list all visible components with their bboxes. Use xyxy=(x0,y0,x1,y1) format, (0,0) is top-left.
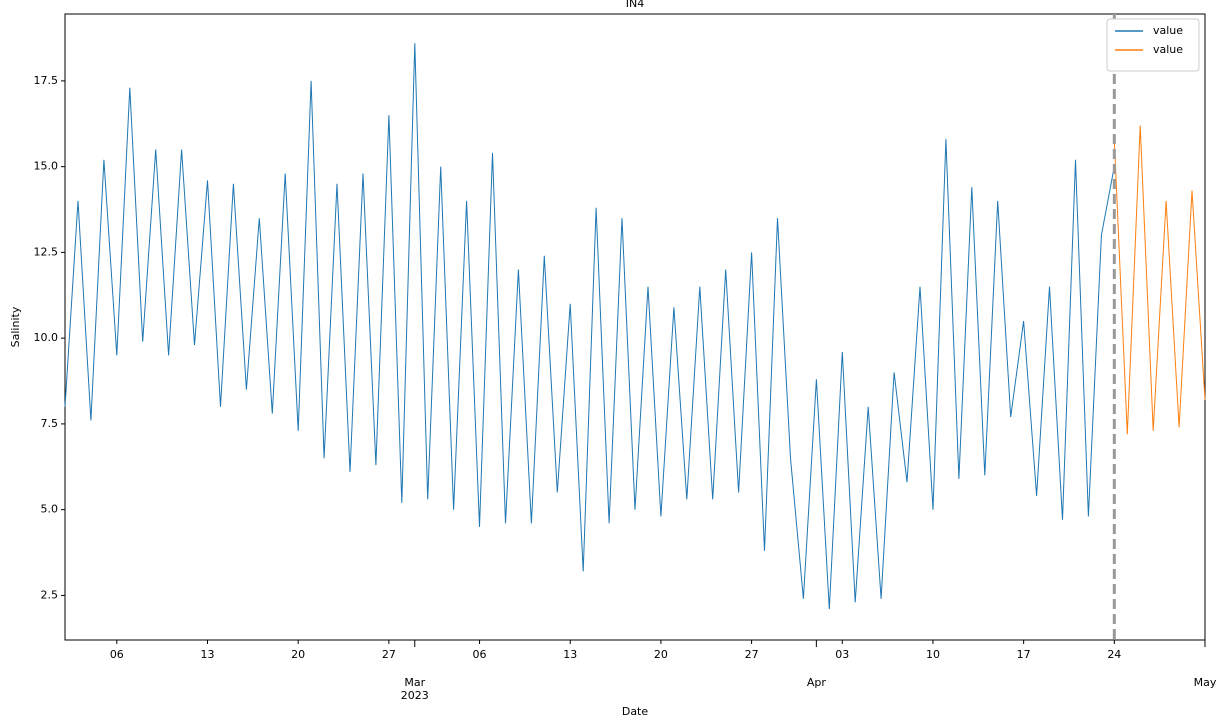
x-tick-label: 17 xyxy=(1017,648,1031,661)
x-tick-label: 27 xyxy=(382,648,396,661)
legend-label: value xyxy=(1153,43,1183,56)
x-month-label: Apr xyxy=(807,676,827,689)
y-axis-label: Salinity xyxy=(9,306,22,347)
x-tick-label: 06 xyxy=(110,648,124,661)
x-month-label: Mar xyxy=(404,676,425,689)
y-tick-label: 2.5 xyxy=(41,588,59,601)
x-tick-label: 20 xyxy=(291,648,305,661)
legend-label: value xyxy=(1153,24,1183,37)
x-tick-label: 20 xyxy=(654,648,668,661)
series-line xyxy=(1114,126,1205,435)
chart-title: IN4 xyxy=(626,0,644,10)
y-tick-label: 10.0 xyxy=(34,331,59,344)
plot-frame xyxy=(65,14,1205,640)
y-tick-label: 7.5 xyxy=(41,417,59,430)
y-tick-label: 15.0 xyxy=(34,160,59,173)
y-tick-label: 12.5 xyxy=(34,245,59,258)
x-tick-label: 27 xyxy=(745,648,759,661)
chart: IN4 Date Salinity 2.5 5.0 7.5 10.0 12.5 15.0 1… xyxy=(0,0,1217,719)
x-axis-label: Date xyxy=(622,705,649,718)
x-tick-label: 06 xyxy=(473,648,487,661)
y-tick-label: 5.0 xyxy=(41,503,59,516)
y-tick-label: 17.5 xyxy=(34,74,59,87)
x-tick-label: 13 xyxy=(563,648,577,661)
x-month-label: May xyxy=(1194,676,1217,689)
x-tick-label: 03 xyxy=(835,648,849,661)
page: {"chart_data": {"type": "line", "title":… xyxy=(0,0,1217,719)
x-tick-label: 24 xyxy=(1107,648,1121,661)
x-tick-label: 10 xyxy=(926,648,940,661)
x-year-label: 2023 xyxy=(401,689,429,702)
x-tick-label: 13 xyxy=(201,648,215,661)
series-line xyxy=(65,43,1114,609)
